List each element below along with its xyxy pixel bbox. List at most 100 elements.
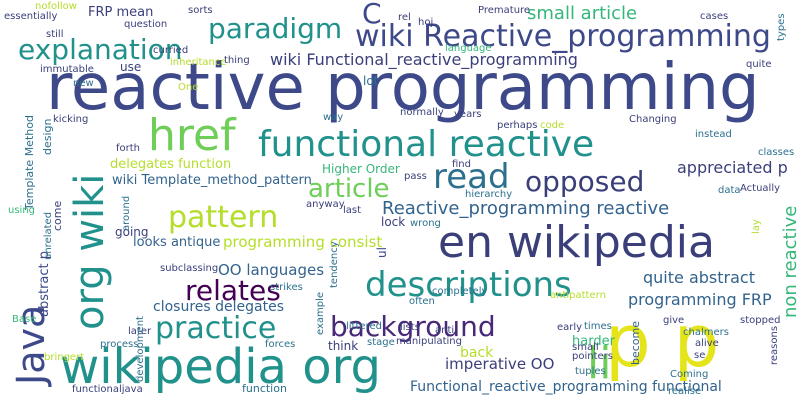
cloud-word: Template Method — [23, 115, 36, 210]
cloud-word: tuples — [575, 366, 606, 377]
cloud-word: curried — [153, 45, 189, 56]
cloud-word: wikipedia org — [60, 339, 381, 395]
cloud-word: immutable — [40, 64, 94, 75]
cloud-word: question — [124, 19, 168, 30]
cloud-word: org wiki — [67, 173, 113, 330]
cloud-word: programming FRP — [628, 290, 772, 309]
cloud-word: inheritance — [170, 57, 227, 68]
cloud-word: stage — [367, 337, 395, 348]
cloud-word: Reactive_programming reactive — [382, 198, 670, 219]
cloud-word: lay — [751, 219, 762, 234]
cloud-word: often — [409, 296, 435, 307]
cloud-word: li — [587, 338, 612, 389]
cloud-word: non reactive — [780, 205, 800, 318]
cloud-word: Coming — [670, 369, 709, 380]
cloud-word: rel — [398, 12, 411, 23]
cloud-word: se — [694, 350, 706, 361]
cloud-word: Base — [12, 314, 37, 325]
cloud-word: stopped — [740, 315, 781, 326]
cloud-word: become — [629, 320, 642, 365]
cloud-word: small — [572, 342, 599, 353]
cloud-word: small article — [527, 3, 638, 24]
cloud-word: functionaljava — [72, 384, 143, 395]
cloud-word: appreciated p — [677, 158, 788, 177]
cloud-word: realise — [668, 386, 702, 397]
cloud-word: pass — [404, 171, 427, 182]
cloud-word: find — [452, 159, 471, 170]
cloud-word: completely — [432, 286, 488, 297]
cloud-word: delegates function — [110, 157, 232, 172]
cloud-word: quite — [746, 59, 772, 70]
cloud-word: background — [330, 310, 496, 343]
cloud-word: paradigm — [208, 12, 343, 45]
cloud-word: ul — [375, 247, 389, 258]
cloud-word: FRP mean — [88, 5, 154, 20]
cloud-word: new — [73, 78, 94, 89]
cloud-word: instead — [695, 129, 732, 140]
cloud-word: times — [584, 321, 612, 332]
cloud-word: around — [121, 195, 132, 231]
cloud-word: lot — [363, 74, 379, 88]
cloud-word: types — [776, 13, 787, 41]
cloud-word: Actually — [740, 183, 781, 194]
cloud-word: lists — [400, 322, 420, 333]
cloud-word: language — [445, 43, 492, 54]
cloud-word: essentially — [4, 11, 58, 22]
cloud-word: relates — [185, 274, 281, 307]
cloud-word: Changing — [629, 114, 677, 125]
cloud-word: function — [242, 382, 287, 395]
cloud-word: development — [135, 316, 146, 382]
cloud-word: descriptions — [365, 265, 572, 305]
cloud-word: hoj — [418, 17, 434, 28]
cloud-word: wiki Reactive_programming — [355, 19, 771, 54]
cloud-word: imperative OO — [445, 355, 555, 373]
cloud-word: littered — [346, 321, 382, 332]
cloud-word: pattern — [168, 200, 279, 235]
cloud-word: still — [46, 29, 64, 40]
cloud-word: thing — [224, 55, 250, 66]
cloud-word: reasons — [769, 325, 780, 365]
cloud-word: Higher Order — [322, 162, 400, 176]
cloud-word: opposed — [525, 165, 645, 198]
cloud-word: read — [433, 157, 510, 197]
cloud-word: article — [308, 174, 390, 204]
cloud-word: chalmers — [683, 327, 729, 338]
cloud-word: forces — [265, 339, 296, 350]
cloud-word: Premature — [478, 5, 531, 16]
cloud-word: cases — [700, 11, 729, 22]
cloud-word: nofollow — [35, 1, 77, 12]
cloud-word: wiki Functional_reactive_programming — [270, 50, 578, 69]
cloud-word: tendency — [329, 241, 340, 288]
cloud-word: p p — [605, 299, 720, 383]
cloud-word: way — [323, 112, 344, 123]
cloud-word: en wikipedia — [438, 217, 715, 268]
cloud-word: wrong — [410, 218, 441, 229]
cloud-word: forth — [116, 143, 141, 154]
cloud-word: back — [460, 345, 494, 361]
cloud-word: harder — [572, 334, 615, 349]
cloud-word: data — [718, 185, 741, 196]
cloud-word: later — [128, 326, 152, 337]
cloud-word: OO languages — [218, 261, 325, 279]
cloud-word: kicking — [53, 114, 89, 125]
cloud-word: last — [343, 205, 362, 216]
cloud-word: alive — [695, 338, 719, 349]
cloud-word: C — [362, 0, 382, 30]
cloud-word: practice — [155, 311, 277, 346]
cloud-word: href — [148, 110, 236, 161]
cloud-word: think — [328, 339, 359, 353]
cloud-word: code — [540, 120, 565, 131]
cloud-word: going — [115, 225, 149, 239]
cloud-word: abstract p — [37, 250, 52, 317]
cloud-word: programming consist — [223, 233, 383, 251]
cloud-word: lock — [381, 215, 406, 229]
cloud-word: pointers — [572, 351, 613, 362]
cloud-word: example — [315, 291, 326, 335]
cloud-word: anyway — [306, 199, 345, 210]
cloud-word: looks antique — [133, 235, 221, 250]
cloud-word: closures delegates — [153, 299, 284, 315]
cloud-word: classes — [758, 147, 795, 158]
cloud-word: subclassing — [160, 263, 219, 274]
cloud-word: years — [454, 109, 482, 120]
